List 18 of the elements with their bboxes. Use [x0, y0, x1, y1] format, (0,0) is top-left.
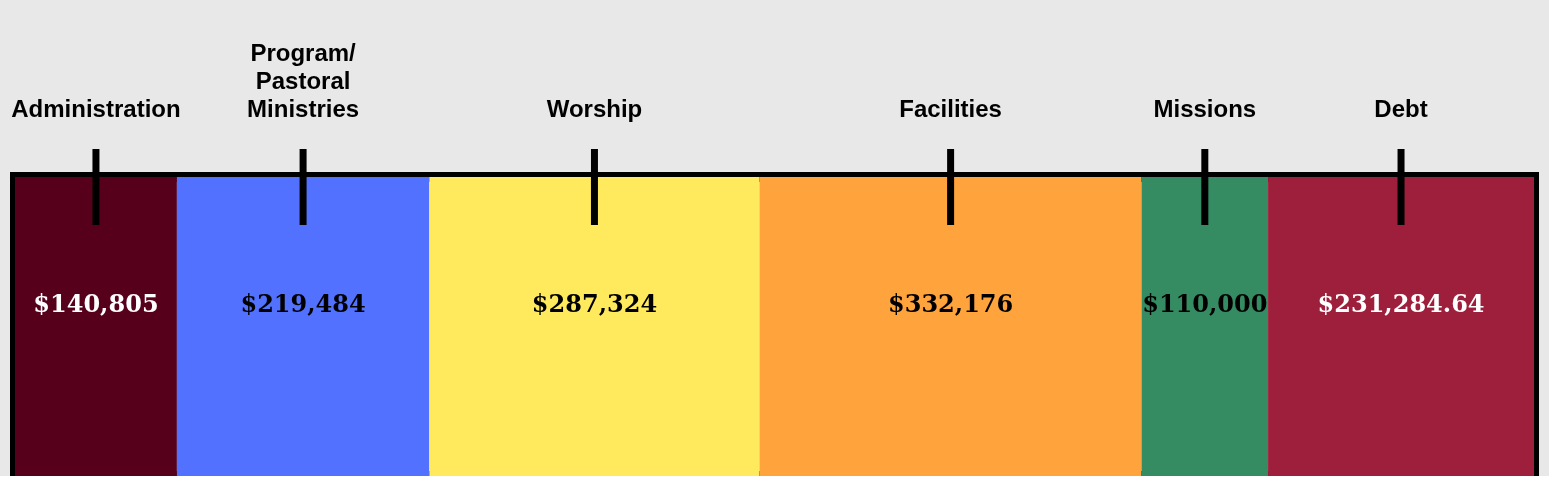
data-label: $140,805	[33, 288, 159, 318]
bar	[1141, 177, 1269, 476]
data-label: $110,000	[1142, 288, 1268, 318]
bar	[176, 177, 430, 476]
data-label: $219,484	[240, 288, 366, 318]
bar	[759, 177, 1142, 476]
text: Worship	[546, 95, 643, 122]
data-label: $287,324	[531, 288, 658, 318]
bar	[1268, 177, 1534, 476]
text: Administration	[11, 95, 181, 122]
text: Debt	[1374, 95, 1428, 122]
text: Program/ Pastoral Ministries	[247, 39, 360, 122]
text: Facilities	[899, 95, 1002, 122]
data-label: $332,176	[887, 288, 1014, 318]
text: Missions	[1153, 95, 1257, 122]
data-label: $231,284.64	[1317, 288, 1485, 318]
bar	[15, 177, 177, 476]
bar	[429, 177, 760, 476]
